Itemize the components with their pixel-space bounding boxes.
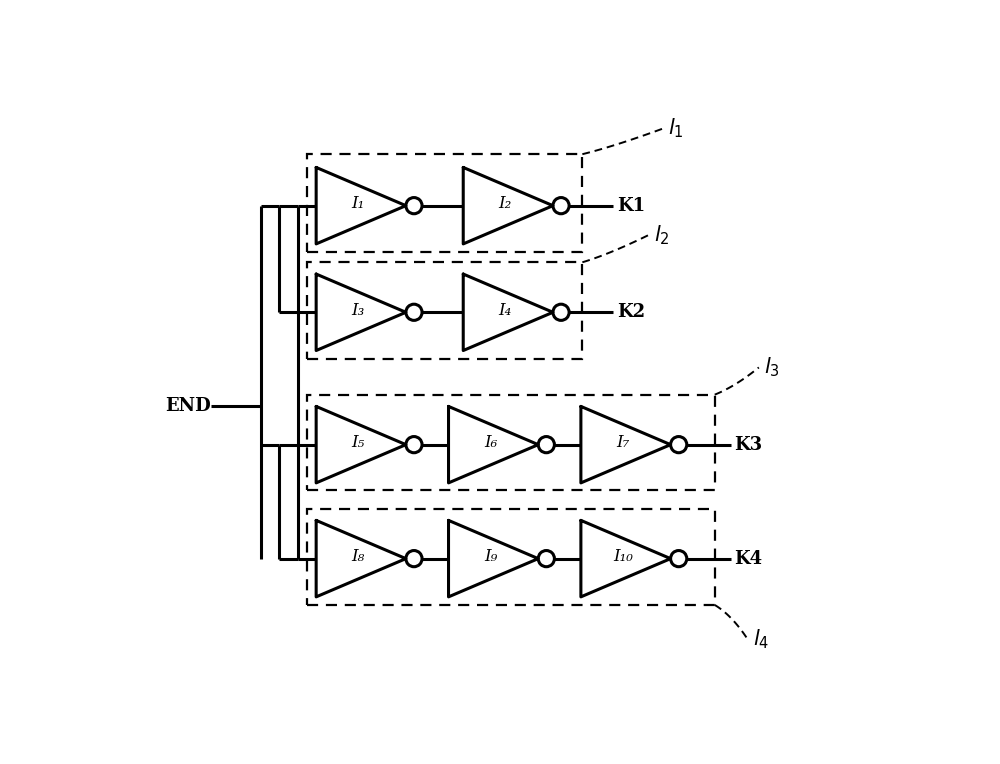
Text: I₂: I₂ xyxy=(499,195,512,212)
Bar xyxy=(307,262,582,358)
Text: END: END xyxy=(165,397,211,415)
Text: I₈: I₈ xyxy=(351,548,365,565)
Text: I₅: I₅ xyxy=(351,434,365,451)
Text: I₃: I₃ xyxy=(351,302,365,319)
Bar xyxy=(307,395,715,490)
Text: I₁: I₁ xyxy=(351,195,365,212)
Text: $l_4$: $l_4$ xyxy=(753,628,769,652)
Text: I₉: I₉ xyxy=(484,548,497,565)
Text: I₆: I₆ xyxy=(484,434,497,451)
Text: K2: K2 xyxy=(617,303,645,322)
Text: $l_1$: $l_1$ xyxy=(668,117,684,141)
Text: I₁₀: I₁₀ xyxy=(613,548,633,565)
Text: K1: K1 xyxy=(617,196,645,215)
Text: I₇: I₇ xyxy=(616,434,629,451)
Bar xyxy=(307,154,582,252)
Text: K3: K3 xyxy=(735,435,763,454)
Text: $l_3$: $l_3$ xyxy=(764,355,780,379)
Text: I₄: I₄ xyxy=(499,302,512,319)
Text: K4: K4 xyxy=(735,549,763,568)
Bar xyxy=(307,510,715,605)
Text: $l_2$: $l_2$ xyxy=(654,223,669,247)
